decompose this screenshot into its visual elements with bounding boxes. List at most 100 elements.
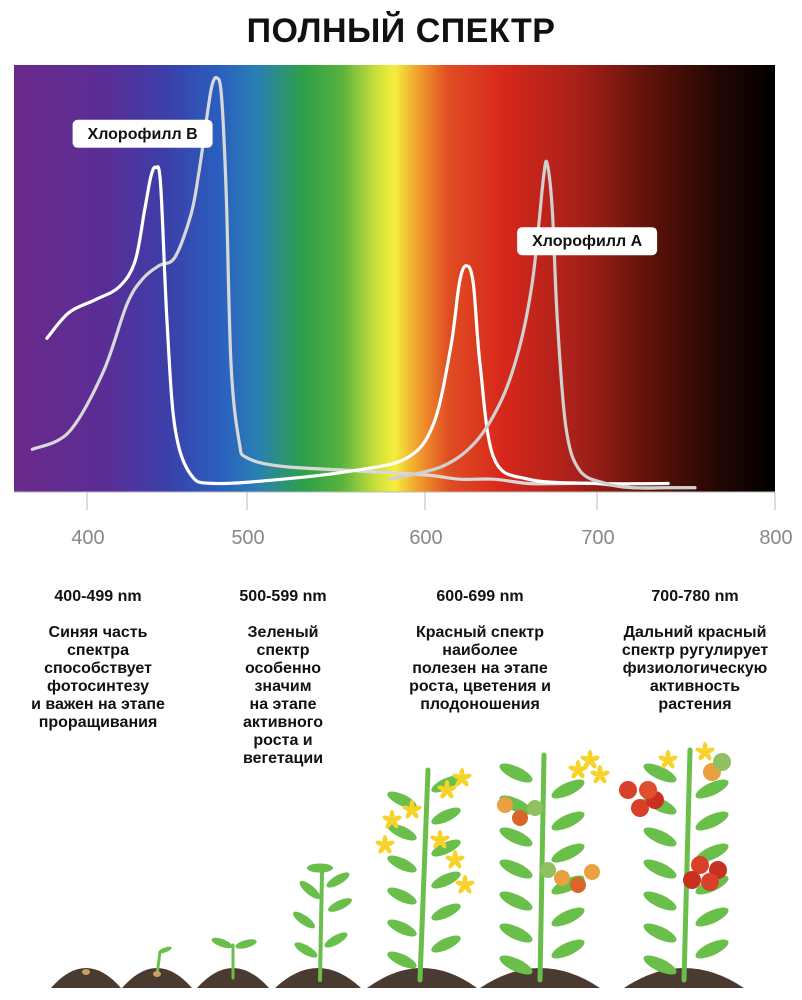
x-tick-label: 700	[581, 527, 614, 549]
leaf	[551, 939, 585, 959]
flower-petal	[445, 855, 456, 862]
leaf	[643, 859, 677, 879]
leaf	[431, 839, 461, 857]
leaf	[387, 855, 417, 873]
leaf	[431, 935, 461, 953]
stem	[318, 870, 324, 982]
flower-petal	[411, 805, 422, 812]
seed	[82, 969, 90, 975]
column-range: 600-699 nm	[436, 588, 524, 605]
flower-petal	[665, 750, 671, 760]
flower-petal	[695, 747, 706, 754]
curve-label-1: Хлорофилл A	[517, 227, 658, 256]
flower-petal	[402, 805, 413, 812]
soil-mound	[122, 968, 192, 988]
flower-petal	[382, 815, 393, 822]
flower-petal	[658, 755, 669, 762]
leaf	[211, 937, 233, 949]
leaf	[387, 887, 417, 905]
flower-petal	[461, 773, 472, 780]
tomato	[540, 862, 556, 878]
leaf	[695, 939, 729, 959]
leaf	[551, 779, 585, 799]
leaf	[307, 863, 333, 873]
leaf	[551, 811, 585, 831]
tomato	[701, 873, 719, 891]
leaf	[387, 823, 417, 841]
flower-petal	[698, 751, 706, 761]
flower-petal	[385, 819, 393, 829]
leaf	[551, 907, 585, 927]
flower-petal	[411, 809, 419, 819]
flower-petal	[384, 844, 392, 854]
curve-label-text: Хлорофилл B	[88, 126, 198, 143]
flower-petal	[462, 875, 468, 885]
leaf	[431, 903, 461, 921]
plant-stage-seed	[51, 968, 121, 988]
flower-petal	[446, 789, 454, 799]
column-range: 400-499 nm	[54, 588, 142, 605]
seed	[153, 971, 161, 977]
flower-petal	[384, 840, 395, 847]
column-description: Дальний красный спектр рyгулирует физиол…	[621, 624, 769, 713]
flower-petal	[575, 760, 581, 770]
leaf	[387, 791, 417, 809]
flower-petal	[580, 755, 591, 762]
curve-label-text: Хлорофилл A	[532, 233, 643, 250]
tomato	[512, 810, 528, 826]
flower-petal	[667, 759, 675, 769]
flower-petal	[455, 880, 466, 887]
flower-petal	[464, 880, 475, 887]
leaf	[499, 827, 533, 847]
flower-petal	[667, 755, 678, 762]
x-tick-label: 500	[231, 527, 264, 549]
column-range: 500-599 nm	[239, 588, 327, 605]
tomato	[554, 870, 570, 886]
flower-petal	[577, 769, 585, 779]
flower-petal	[375, 840, 386, 847]
leaf	[499, 891, 533, 911]
leaf	[235, 939, 257, 949]
leaf	[387, 919, 417, 937]
tomato	[619, 781, 637, 799]
flower-petal	[382, 835, 388, 845]
leaf	[643, 827, 677, 847]
x-tick-label: 800	[759, 527, 792, 549]
flower-petal	[448, 859, 456, 869]
series-line-2	[387, 159, 697, 490]
column-blue: 400-499 nm Синяя часть спектра способств…	[8, 588, 188, 732]
spectrum-chart: 400 500 600 700 800 Хлорофилл B Хлорофилл A	[14, 65, 793, 549]
plant-stage-fruiting	[480, 750, 610, 988]
flower-petal	[455, 777, 463, 787]
flower-petal	[589, 759, 597, 769]
flower-petal	[452, 850, 458, 860]
plant-stage-young	[275, 863, 361, 988]
leaf	[643, 891, 677, 911]
leaf	[293, 911, 315, 929]
flower-petal	[571, 769, 579, 779]
series-line-1	[45, 165, 670, 486]
leaf	[643, 763, 677, 783]
column-red: 600-699 nm Красный спектр наиболее полез…	[380, 588, 580, 714]
column-far-red: 700-780 nm Дальний красный спектр рyгули…	[590, 588, 800, 714]
leaf	[695, 907, 729, 927]
plant-stage-flowering	[367, 767, 477, 988]
leaf	[294, 942, 318, 958]
leaf	[695, 811, 729, 831]
column-description: Зеленый спектр особенно значим на этапе …	[242, 624, 324, 767]
stem	[417, 767, 431, 983]
leaf	[499, 955, 533, 975]
flower-petal	[704, 751, 712, 761]
curve-label-box	[72, 119, 213, 148]
flower-petal	[454, 855, 465, 862]
stem	[681, 747, 693, 983]
soil-mound	[51, 968, 121, 988]
flower-petal	[568, 765, 579, 772]
flower-petal	[378, 844, 386, 854]
flower-petal	[599, 770, 610, 777]
curve-label-box	[517, 227, 658, 256]
flower-petal	[440, 789, 448, 799]
flower-petal	[430, 835, 441, 842]
flower-petal	[409, 800, 415, 810]
flower-petal	[405, 809, 413, 819]
